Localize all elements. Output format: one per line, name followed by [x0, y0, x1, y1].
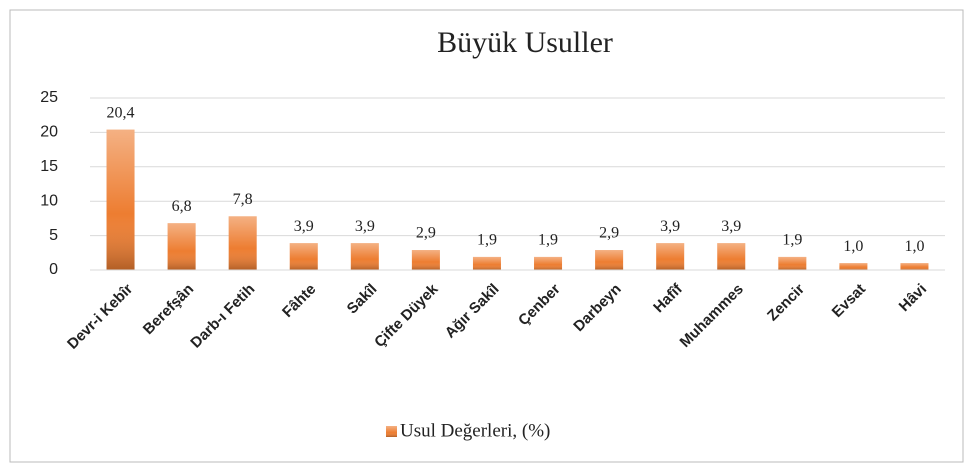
data-label: 3,9	[355, 218, 375, 235]
y-tick-label: 5	[49, 227, 58, 244]
y-tick-label: 0	[49, 261, 58, 278]
bar-shade	[106, 129, 135, 270]
bar-shade	[472, 256, 501, 270]
bar-shade	[656, 243, 685, 270]
legend-label: Usul Değerleri, (%)	[400, 420, 550, 441]
data-label: 1,9	[782, 232, 802, 249]
bar-shade	[350, 243, 379, 270]
data-label: 20,4	[107, 104, 135, 121]
bar-shade	[595, 250, 624, 270]
bar-shade	[839, 263, 868, 270]
data-label: 2,9	[599, 225, 619, 242]
bar-shade	[411, 250, 440, 270]
data-label: 3,9	[721, 218, 741, 235]
data-label: 1,0	[843, 238, 863, 255]
chart-title: Büyük Usuller	[437, 26, 613, 59]
data-label: 6,8	[172, 198, 192, 215]
data-label: 7,8	[233, 191, 253, 208]
data-label: 2,9	[416, 225, 436, 242]
y-tick-label: 20	[40, 124, 58, 141]
data-label: 1,9	[477, 232, 497, 249]
bar-shade	[534, 256, 563, 270]
bar-shade	[167, 223, 196, 270]
bar-shade	[717, 243, 746, 270]
y-tick-label: 10	[40, 192, 58, 209]
bar-shade	[289, 243, 318, 270]
data-label: 1,9	[538, 232, 558, 249]
bar-shade	[900, 263, 929, 270]
data-label: 1,0	[904, 238, 924, 255]
y-tick-label: 25	[40, 89, 58, 106]
legend-swatch-shade	[386, 426, 397, 437]
data-label: 3,9	[294, 218, 314, 235]
data-label: 3,9	[660, 218, 680, 235]
y-tick-label: 15	[40, 158, 58, 175]
bar-shade	[778, 256, 807, 270]
bar-shade	[228, 216, 257, 270]
